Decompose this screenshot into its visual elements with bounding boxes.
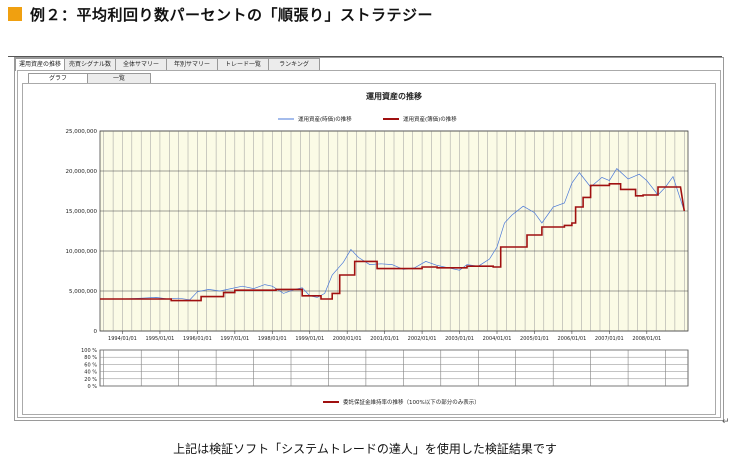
chart-title: 運用資産の推移 [366, 91, 422, 101]
x-tick-label: 2000/01/01 [333, 336, 362, 342]
y-tick-label: 15,000,000 [66, 209, 98, 215]
y-tick-label: 25,000,000 [66, 129, 98, 135]
main-tab-bar: 運用資産の推移 売買シグナル数 全体サマリー 年別サマリー トレード一覧 ランキ… [15, 58, 320, 71]
series-line-book-value [100, 183, 686, 302]
y-tick-label: 5,000,000 [69, 289, 97, 295]
margin-plot-area [99, 349, 689, 387]
caption: 上記は検証ソフト「システムトレードの達人」を使用した検証結果です [173, 442, 557, 456]
chart-panel: 運用資産の推移運用資産(時価)の推移 運用資産(簿価)の推移 0 5,000,000 1… [22, 83, 716, 415]
x-tick-label: 1998/01/01 [258, 336, 287, 342]
y-tick-label: 10,000,000 [66, 249, 98, 255]
x-tick-label: 2005/01/01 [520, 336, 549, 342]
y-tick-label: 20,000,000 [66, 169, 98, 175]
return-mark: ↵ [722, 417, 730, 427]
y-tick-label: 0 [94, 329, 98, 335]
margin-y-tick-label: 60 % [84, 362, 97, 368]
margin-y-tick-label: 0 % [87, 384, 97, 390]
tab-overall-summary[interactable]: 全体サマリー [115, 58, 167, 70]
x-tick-label: 2004/01/01 [483, 336, 512, 342]
heading-rule [8, 56, 722, 57]
x-tick-label: 1999/01/01 [295, 336, 324, 342]
x-tick-label: 1997/01/01 [220, 336, 249, 342]
legend-label-1: 運用資産(時価)の推移 [298, 115, 352, 123]
page-heading: 例２：平均利回り数パーセントの「順張り」ストラテジー [8, 4, 433, 24]
subtab-graph[interactable]: グラフ [28, 73, 88, 83]
x-tick-label: 2003/01/01 [445, 336, 474, 342]
margin-y-tick-label: 40 % [84, 370, 97, 376]
x-tick-label: 2006/01/01 [557, 336, 586, 342]
x-tick-label: 2008/01/01 [632, 336, 661, 342]
app-window: 運用資産の推移 売買シグナル数 全体サマリー 年別サマリー トレード一覧 ランキ… [14, 57, 724, 421]
x-tick-label: 1994/01/01 [108, 336, 137, 342]
x-tick-label: 2007/01/01 [595, 336, 624, 342]
sub-tab-bar: グラフ 一覧 [28, 73, 151, 83]
x-tick-label: 1996/01/01 [183, 336, 212, 342]
x-tick-label: 1995/01/01 [146, 336, 175, 342]
margin-legend-label: 委託保証金維持率の推移（100%以下の部分のみ表示） [343, 398, 480, 406]
tab-pane: グラフ 一覧 運用資産の推移運用資産(時価)の推移 運用資産(簿価)の推移 0 5,0… [17, 70, 721, 418]
legend-label-2: 運用資産(簿価)の推移 [403, 115, 457, 123]
x-tick-label: 2002/01/01 [408, 336, 437, 342]
tab-trade-list[interactable]: トレード一覧 [217, 58, 269, 70]
subtab-list[interactable]: 一覧 [87, 73, 151, 83]
margin-y-tick-label: 80 % [84, 355, 97, 361]
tab-ranking[interactable]: ランキング [268, 58, 320, 70]
heading-marker-square [8, 7, 22, 21]
tab-yearly-summary[interactable]: 年別サマリー [166, 58, 218, 70]
x-tick-label: 2001/01/01 [370, 336, 399, 342]
tab-signal-count[interactable]: 売買シグナル数 [64, 58, 116, 70]
margin-y-tick-label: 20 % [84, 377, 97, 383]
page-title: 例２：平均利回り数パーセントの「順張り」ストラテジー [30, 5, 434, 24]
margin-y-tick-label: 100 % [81, 348, 97, 354]
